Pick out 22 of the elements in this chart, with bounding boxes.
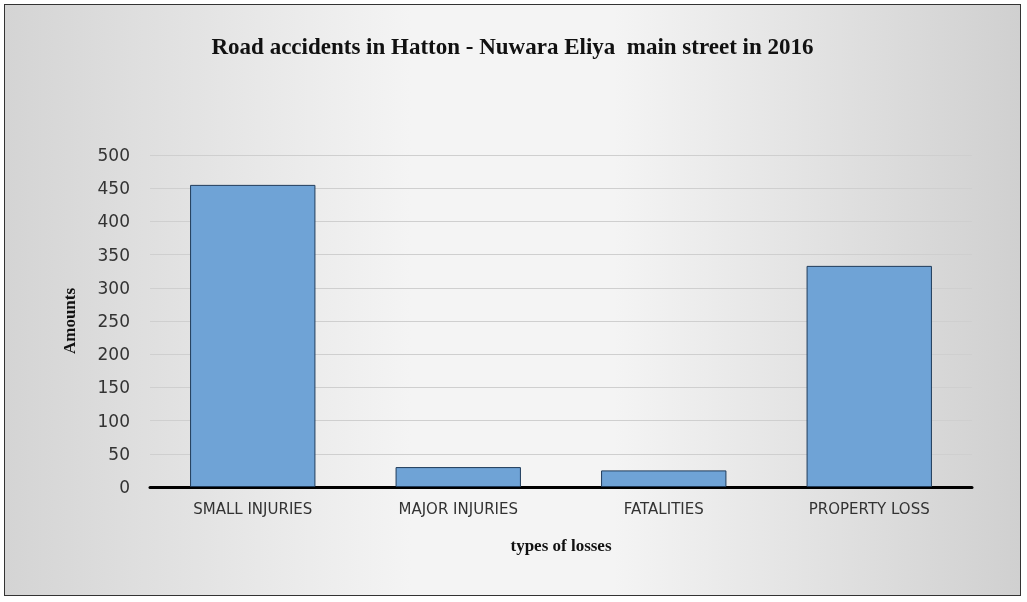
bar xyxy=(190,184,316,487)
y-tick-label: 250 xyxy=(97,311,130,331)
y-tick-label: 300 xyxy=(97,277,130,298)
bar xyxy=(395,467,521,487)
bar xyxy=(601,470,727,487)
x-tick-label: FATALITIES xyxy=(623,499,704,518)
y-tick-label: 100 xyxy=(97,410,130,431)
bar xyxy=(806,265,932,487)
y-tick-label: 350 xyxy=(97,244,130,265)
x-tick-label: PROPERTY LOSS xyxy=(808,499,930,518)
y-tick-label: 450 xyxy=(97,178,130,199)
x-tick-label: SMALL INJURIES xyxy=(193,499,313,518)
y-axis-title: Amounts xyxy=(60,287,79,355)
chart-title: Road accidents in Hatton - Nuwara Eliya main street in 2016 xyxy=(211,33,814,59)
x-axis-title: types of losses xyxy=(510,536,612,555)
y-tick-label: 50 xyxy=(108,443,130,464)
y-tick-label: 200 xyxy=(97,344,130,365)
y-tick-label: 150 xyxy=(97,377,130,398)
y-tick-label: 0 xyxy=(119,477,130,497)
y-tick-label: 400 xyxy=(97,211,130,232)
x-tick-label: MAJOR INJURIES xyxy=(398,499,519,518)
y-tick-label: 500 xyxy=(97,145,130,165)
